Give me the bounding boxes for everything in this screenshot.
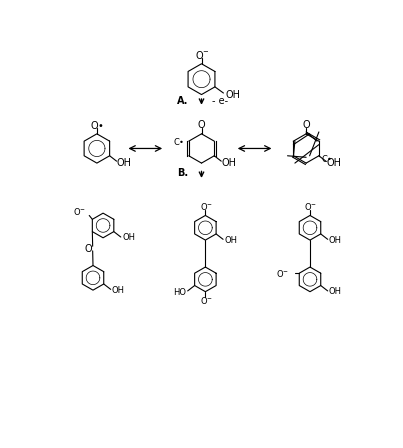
Text: - e-: - e- [212, 96, 228, 106]
Text: OH: OH [112, 286, 125, 295]
Text: OH: OH [225, 90, 240, 99]
Text: O: O [84, 244, 92, 254]
Text: OH: OH [329, 236, 342, 245]
Text: C$•$: C$•$ [321, 153, 333, 164]
Text: O$^{-}$: O$^{-}$ [199, 202, 213, 212]
Text: O$^{-}$: O$^{-}$ [73, 206, 86, 217]
Text: A.: A. [177, 96, 188, 106]
Text: C$•$: C$•$ [173, 136, 185, 146]
Text: O$^{-}$: O$^{-}$ [304, 202, 317, 212]
Text: OH: OH [222, 158, 237, 168]
Text: OH: OH [326, 158, 341, 168]
Text: O$^{-}$: O$^{-}$ [195, 49, 210, 61]
Text: OH: OH [117, 158, 132, 168]
Text: O$^{-}$: O$^{-}$ [276, 268, 289, 279]
Text: O$^{-}$: O$^{-}$ [199, 295, 213, 306]
Text: O$•$: O$•$ [90, 119, 104, 131]
Text: O: O [302, 121, 310, 130]
Text: B.: B. [177, 168, 188, 178]
Text: HO: HO [172, 288, 186, 297]
Text: OH: OH [224, 236, 237, 245]
Text: OH: OH [122, 233, 135, 242]
Text: OH: OH [329, 287, 342, 296]
Text: O: O [198, 121, 205, 130]
